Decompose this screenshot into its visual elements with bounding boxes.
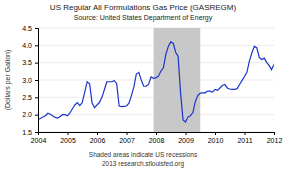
tick: 2.0 <box>22 111 38 118</box>
tick-label: 2.5 <box>22 94 32 101</box>
tick: 2005 <box>60 132 76 144</box>
tick-label: 2007 <box>119 137 135 144</box>
shaded-range <box>154 28 201 132</box>
tick: 3.0 <box>22 77 38 84</box>
line <box>38 42 274 122</box>
tick-label: 2006 <box>90 137 106 144</box>
axis-line <box>35 29 39 133</box>
tick-label: 4.5 <box>22 25 32 32</box>
tick-label: 2008 <box>149 137 165 144</box>
tick-mark <box>215 132 216 135</box>
tick: 2012 <box>267 132 283 144</box>
tick-label: 3.0 <box>22 77 32 84</box>
tick: 2.5 <box>22 94 38 101</box>
tick-mark <box>186 132 187 135</box>
y-axis: 1.5 2.0 2.5 3.0 3.5 4.0 4.5 <box>22 25 38 136</box>
tick-mark <box>156 132 157 135</box>
annotation: Shaded areas indicate US recessions <box>89 151 198 158</box>
tick-mark <box>245 132 246 135</box>
tick-mark <box>35 63 38 64</box>
tick: 4.5 <box>22 25 38 32</box>
grid <box>38 28 274 132</box>
tick: 2011 <box>237 132 252 144</box>
tick-label: 2011 <box>237 137 252 144</box>
tick-mark <box>97 132 98 135</box>
tick-mark <box>35 80 38 81</box>
tick-label: 3.5 <box>22 59 32 66</box>
tick-label: 2004 <box>31 137 47 144</box>
tick-label: 2009 <box>178 137 194 144</box>
tick-mark <box>274 132 275 135</box>
tick-mark <box>68 132 69 135</box>
tick-mark <box>35 115 38 116</box>
annotation: 2013 research.stlouisfed.org <box>102 160 184 168</box>
tick-label: 4.0 <box>22 42 32 49</box>
y-axis-label: (Dollars per Gallon) <box>4 50 12 111</box>
tick-label: 2.0 <box>22 111 32 118</box>
tick-mark <box>35 45 38 46</box>
tick-label: 2005 <box>60 137 76 144</box>
plot: 2004200520062007200820092010201120121.52… <box>22 25 282 144</box>
title: US Regular All Formulations Gas Price (G… <box>50 3 237 12</box>
tick: 2008 <box>149 132 165 144</box>
tick-label: 2010 <box>208 137 224 144</box>
tick-mark <box>35 132 38 133</box>
subtitle: Source: United States Department of Ener… <box>74 14 213 22</box>
tick-label: 1.5 <box>22 129 32 136</box>
tick-mark <box>35 97 38 98</box>
chart: US Regular All Formulations Gas Price (G… <box>0 0 286 176</box>
tick: 1.5 <box>22 129 38 136</box>
tick: 2004 <box>31 132 47 144</box>
tick-label: 2012 <box>267 137 283 144</box>
tick-mark <box>35 28 38 29</box>
marks <box>38 28 274 132</box>
axis-line <box>39 133 275 136</box>
x-axis: 2004 2005 2006 2007 2008 2009 2010 2011 2012 <box>31 132 283 144</box>
tick: 2010 <box>208 132 224 144</box>
tick-mark <box>127 132 128 135</box>
tick: 4.0 <box>22 42 38 49</box>
tick: 2006 <box>90 132 106 144</box>
tick: 3.5 <box>22 59 38 66</box>
tick: 2009 <box>178 132 194 144</box>
tick: 2007 <box>119 132 135 144</box>
